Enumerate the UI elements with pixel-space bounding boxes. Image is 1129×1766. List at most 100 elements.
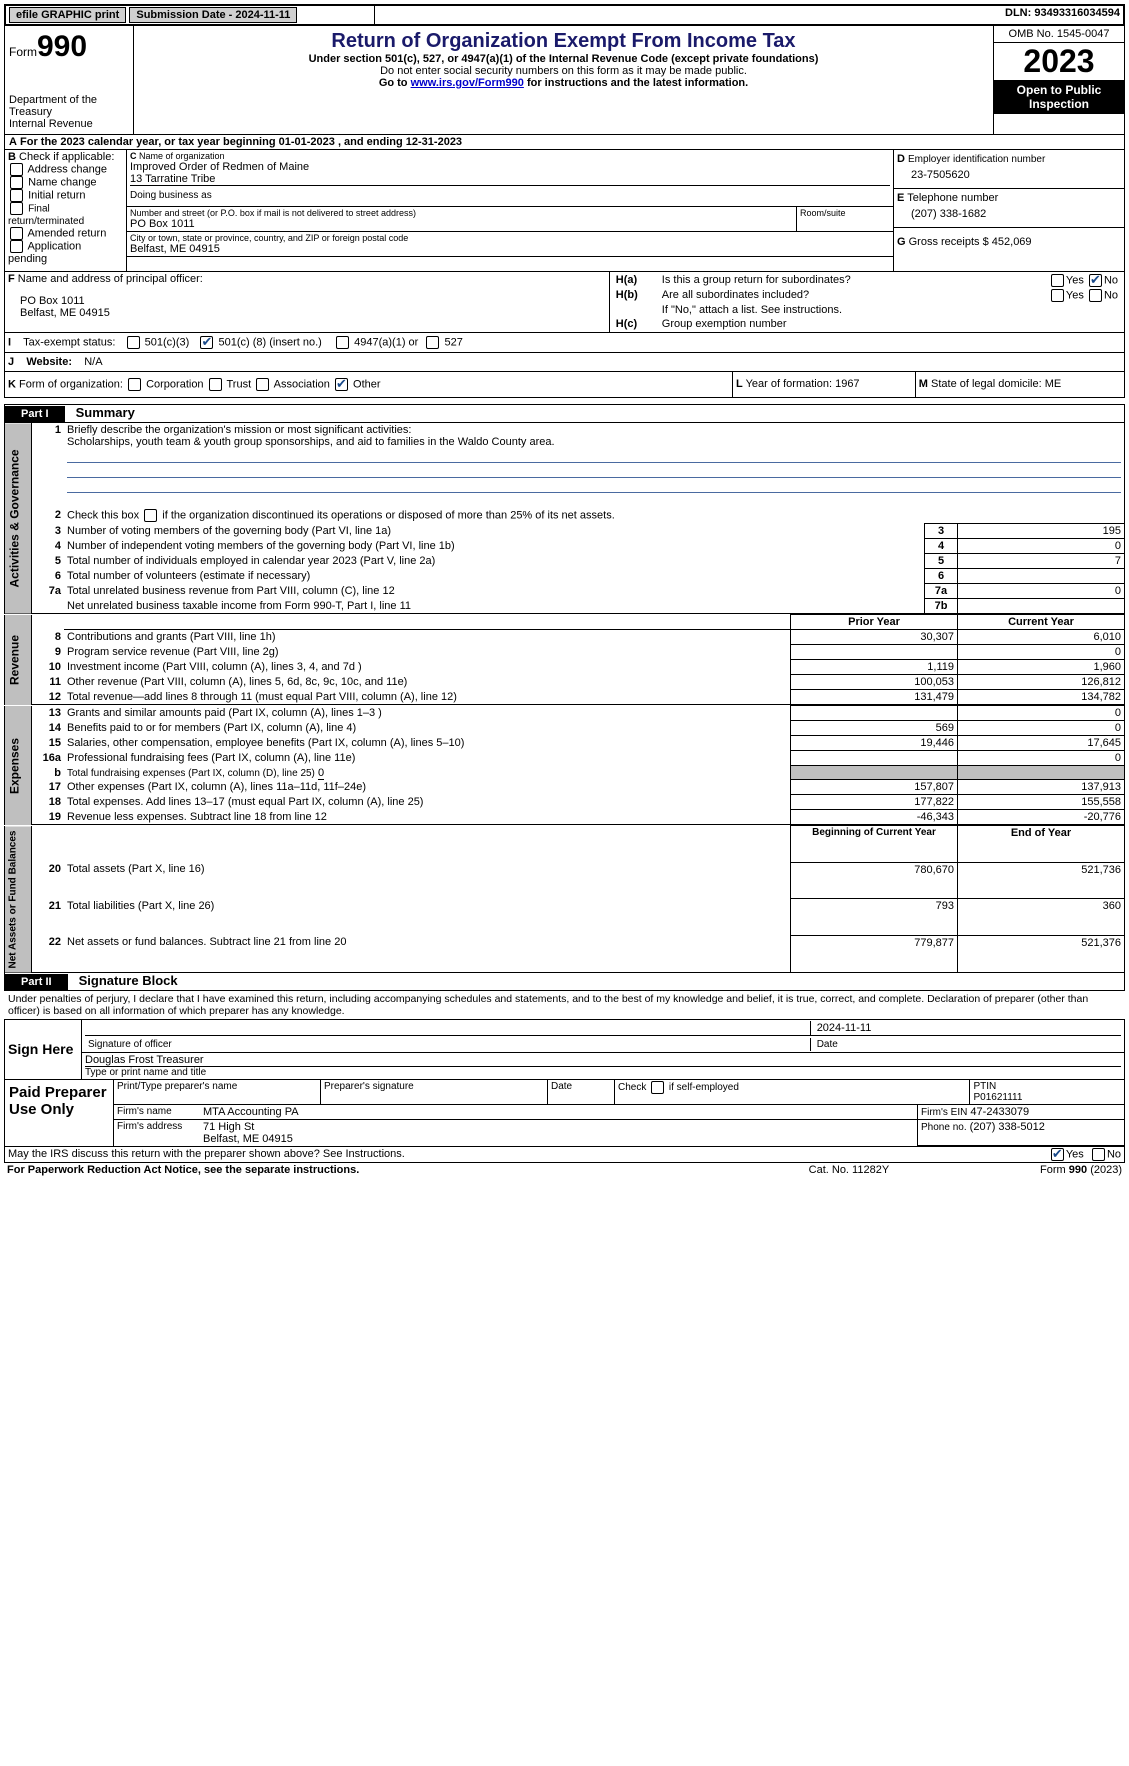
domicile: ME <box>1045 378 1062 390</box>
i-o1: 501(c)(3) <box>145 336 190 348</box>
city-lbl: City or town, state or province, country… <box>130 233 890 243</box>
r16b: Total fundraising expenses (Part IX, col… <box>67 768 315 779</box>
hdr-boy: Beginning of Current Year <box>791 826 958 863</box>
k-trust-lbl: Trust <box>226 378 251 390</box>
i-501c3[interactable] <box>127 336 140 349</box>
chk-amend[interactable] <box>10 227 23 240</box>
chk-final[interactable] <box>10 202 23 215</box>
firm-addr2: Belfast, ME 04915 <box>203 1133 914 1145</box>
c8: 6,010 <box>958 630 1125 645</box>
i-o3: 4947(a)(1) or <box>354 336 418 348</box>
sig-date-lbl: Date <box>810 1038 1121 1051</box>
discuss-yes[interactable] <box>1051 1148 1064 1161</box>
p17: 157,807 <box>791 780 958 795</box>
discuss-yes-lbl: Yes <box>1066 1148 1084 1160</box>
firm-addr-lbl: Firm's address <box>114 1120 200 1146</box>
p18: 177,822 <box>791 795 958 810</box>
org-name-2: 13 Tarratine Tribe <box>130 173 890 185</box>
r7a: Total unrelated business revenue from Pa… <box>64 584 925 599</box>
tax-year: 2023 <box>994 43 1124 80</box>
c21: 360 <box>958 899 1125 936</box>
ha-no-lbl: No <box>1104 274 1118 286</box>
i-4947[interactable] <box>336 336 349 349</box>
hb2: If "No," attach a list. See instructions… <box>659 303 1121 317</box>
f-lbl: Name and address of principal officer: <box>18 273 203 285</box>
sub3-pre: Go to <box>379 77 411 89</box>
j-lbl: Website: <box>26 356 72 368</box>
p19: -46,343 <box>791 810 958 825</box>
k-assoc[interactable] <box>256 378 269 391</box>
p14: 569 <box>791 721 958 736</box>
r6: Total number of volunteers (estimate if … <box>64 569 925 584</box>
net-assets-table: Net Assets or Fund Balances Beginning of… <box>4 825 1125 973</box>
a-end: 12-31-2023 <box>406 136 462 148</box>
discuss-no-lbl: No <box>1107 1148 1121 1160</box>
c20: 521,736 <box>958 862 1125 899</box>
k-trust[interactable] <box>209 378 222 391</box>
p16a <box>791 751 958 766</box>
r12: Total revenue—add lines 8 through 11 (mu… <box>64 690 791 705</box>
chk-discontinued[interactable] <box>144 509 157 522</box>
pp-date-lbl: Date <box>548 1080 615 1104</box>
hb-no[interactable] <box>1089 289 1102 302</box>
i-501c[interactable] <box>200 336 213 349</box>
chk-name[interactable] <box>10 176 23 189</box>
b-label: Check if applicable: <box>19 151 114 163</box>
submission-btn[interactable]: Submission Date - 2024-11-11 <box>129 7 297 23</box>
part1-lbl: Part I <box>5 406 65 422</box>
b-name: Name change <box>28 176 97 188</box>
paid-preparer-lbl: Paid Preparer Use Only <box>5 1080 114 1147</box>
ha-no[interactable] <box>1089 274 1102 287</box>
omb: OMB No. 1545-0047 <box>994 26 1124 43</box>
sub1: Under section 501(c), 527, or 4947(a)(1)… <box>138 53 989 65</box>
pp-sig-lbl: Preparer's signature <box>321 1080 548 1104</box>
pp-name-lbl: Print/Type preparer's name <box>114 1080 321 1104</box>
p10: 1,119 <box>791 660 958 675</box>
k-corp[interactable] <box>128 378 141 391</box>
r21: Total liabilities (Part X, line 26) <box>64 899 791 936</box>
form-number: 990 <box>37 30 87 63</box>
p20: 780,670 <box>791 862 958 899</box>
street-lbl: Number and street (or P.O. box if mail i… <box>130 208 793 218</box>
chk-addr[interactable] <box>10 163 23 176</box>
irs-link[interactable]: www.irs.gov/Form990 <box>411 77 524 89</box>
dept2: Internal Revenue Service <box>9 118 129 130</box>
p13 <box>791 706 958 721</box>
b-amend: Amended return <box>27 227 106 239</box>
v7a: 0 <box>958 584 1125 599</box>
declaration: Under penalties of perjury, I declare th… <box>4 991 1125 1019</box>
firm-addr1: 71 High St <box>203 1121 914 1133</box>
a-mid: , and ending <box>335 136 406 148</box>
v6 <box>958 569 1125 584</box>
a-pre: For the 2023 calendar year, or tax year … <box>20 136 279 148</box>
v3: 195 <box>958 524 1125 539</box>
hc-lbl: Group exemption number <box>659 317 1121 331</box>
r2-pre: Check this box <box>67 509 142 521</box>
ha-lbl: Is this a group return for subordinates? <box>659 273 1005 288</box>
footer-right-b: 990 <box>1069 1164 1087 1176</box>
phone: (207) 338-1682 <box>897 204 1121 224</box>
p11: 100,053 <box>791 675 958 690</box>
chk-app[interactable] <box>10 240 23 253</box>
d-lbl: Employer identification number <box>908 154 1045 165</box>
sign-here: Sign Here <box>5 1019 82 1079</box>
p8: 30,307 <box>791 630 958 645</box>
hb-yes[interactable] <box>1051 289 1064 302</box>
firm-phone: (207) 338-5012 <box>970 1121 1045 1133</box>
c14: 0 <box>958 721 1125 736</box>
line-a: A For the 2023 calendar year, or tax yea… <box>4 135 1125 149</box>
hb-no-lbl: No <box>1104 289 1118 301</box>
i-527[interactable] <box>426 336 439 349</box>
discuss-no[interactable] <box>1092 1148 1105 1161</box>
efile-btn[interactable]: efile GRAPHIC print <box>9 7 126 23</box>
k-other[interactable] <box>335 378 348 391</box>
r1-lbl: Briefly describe the organization's miss… <box>67 424 411 436</box>
c15: 17,645 <box>958 736 1125 751</box>
chk-init[interactable] <box>10 189 23 202</box>
sub2: Do not enter social security numbers on … <box>138 65 989 77</box>
ha-yes[interactable] <box>1051 274 1064 287</box>
p22: 779,877 <box>791 935 958 972</box>
chk-self-emp[interactable] <box>651 1081 664 1094</box>
hb-yes-lbl: Yes <box>1066 289 1084 301</box>
firm-name: MTA Accounting PA <box>200 1105 918 1119</box>
